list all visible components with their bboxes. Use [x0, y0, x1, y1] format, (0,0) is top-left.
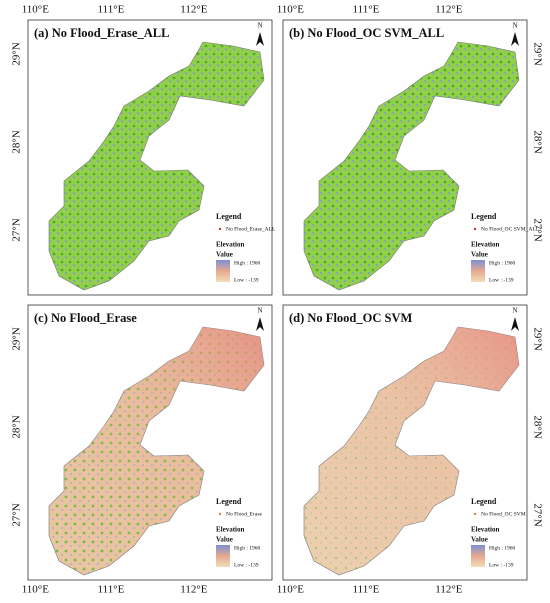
legend-elevation: Elevation	[216, 241, 244, 249]
north-label: N	[512, 22, 517, 30]
longitude-label: 112°E	[435, 4, 462, 16]
longitude-label: 111°E	[98, 4, 125, 16]
north-label: N	[257, 22, 262, 30]
longitude-label: 112°E	[180, 4, 207, 16]
legend-high: High : 1960	[489, 545, 516, 551]
longitude-label: 110°E	[22, 4, 49, 16]
legend-symbol	[218, 227, 222, 231]
latitude-label: 28°N	[531, 130, 543, 153]
latitude-label: 28°N	[11, 415, 23, 438]
north-arrow	[511, 32, 519, 46]
longitude-label: 111°E	[98, 584, 125, 596]
map-panel: (c) No Flood_Erase N Legend No Flood_Erase E…	[11, 304, 273, 596]
latitude-label: 29°N	[531, 327, 543, 350]
latitude-label: 27°N	[11, 218, 23, 241]
north-label: N	[257, 307, 262, 315]
legend-title: Legend	[471, 497, 497, 506]
latitude-label: 27°N	[531, 503, 543, 526]
longitude-label: 111°E	[353, 584, 380, 596]
high-elevation-area	[49, 327, 264, 575]
legend-high: High : 1960	[489, 260, 516, 266]
legend-low: Low : -139	[489, 277, 514, 283]
elevation-ramp	[471, 260, 485, 282]
elevation-ramp	[216, 545, 230, 567]
legend-value: Value	[471, 536, 488, 544]
legend-elevation: Elevation	[471, 526, 499, 534]
panel-title: (c) No Flood_Erase	[34, 311, 137, 325]
legend-high: High : 1960	[234, 545, 261, 551]
study-area	[48, 41, 265, 291]
legend-item: No Flood_Erase_ALL	[226, 226, 276, 232]
latitude-label: 28°N	[531, 415, 543, 438]
latitude-label: 27°N	[11, 503, 23, 526]
latitude-label: 29°N	[11, 327, 23, 350]
legend-high: High : 1960	[234, 260, 261, 266]
study-area	[303, 41, 520, 291]
legend-elevation: Elevation	[471, 241, 499, 249]
latitude-label: 28°N	[11, 130, 23, 153]
longitude-label: 111°E	[353, 4, 380, 16]
legend-symbol	[473, 512, 477, 516]
high-elevation-area	[304, 327, 519, 575]
legend-item: No Flood_OC SVM	[481, 511, 526, 517]
legend-title: Legend	[216, 212, 242, 221]
legend-item: No Flood_OC SVM_ALL	[481, 226, 540, 232]
legend-low: Low : -139	[234, 277, 259, 283]
legend-value: Value	[216, 251, 233, 259]
legend-symbol	[473, 227, 477, 231]
north-label: N	[512, 307, 517, 315]
latitude-label: 27°N	[531, 218, 543, 241]
latitude-label: 29°N	[531, 42, 543, 65]
legend-title: Legend	[471, 212, 497, 221]
map-panel: (a) No Flood_Erase_ALL N Legend No Flood_Er…	[11, 4, 276, 296]
panel-title: (a) No Flood_Erase_ALL	[34, 26, 169, 40]
legend-low: Low : -139	[489, 562, 514, 568]
legend-symbol	[218, 512, 222, 516]
legend-value: Value	[471, 251, 488, 259]
longitude-label: 110°E	[277, 584, 304, 596]
panel-title: (d) No Flood_OC SVM	[289, 311, 412, 325]
elevation-ramp	[216, 260, 230, 282]
legend-value: Value	[216, 536, 233, 544]
north-arrow	[256, 317, 264, 331]
longitude-label: 112°E	[435, 584, 462, 596]
legend-elevation: Elevation	[216, 526, 244, 534]
longitude-label: 112°E	[180, 584, 207, 596]
legend-title: Legend	[216, 497, 242, 506]
north-arrow	[511, 317, 519, 331]
longitude-label: 110°E	[22, 584, 49, 596]
longitude-label: 110°E	[277, 4, 304, 16]
map-panel: (d) No Flood_OC SVM N Legend No Flood_OC SV…	[277, 304, 543, 596]
elevation-ramp	[471, 545, 485, 567]
latitude-label: 29°N	[11, 42, 23, 65]
north-arrow	[256, 32, 264, 46]
legend-low: Low : -139	[234, 562, 259, 568]
panel-title: (b) No Flood_OC SVM_ALL	[289, 26, 444, 40]
map-panel: (b) No Flood_OC SVM_ALL N Legend No Flood_O…	[277, 4, 543, 296]
legend-item: No Flood_Erase	[226, 511, 262, 517]
